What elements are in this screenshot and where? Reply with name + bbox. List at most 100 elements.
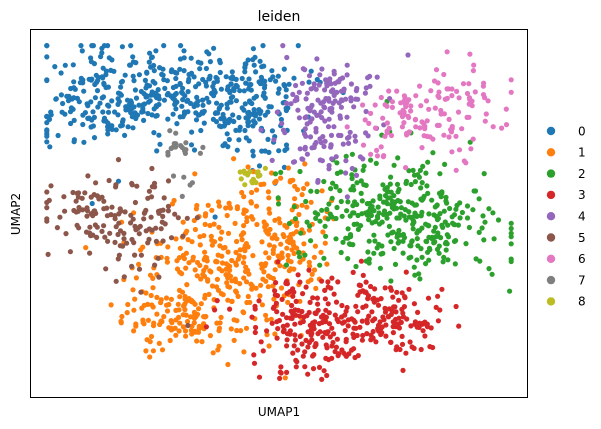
cell-point [325,301,331,307]
cell-point [350,203,356,209]
cell-point [187,182,193,188]
cell-point [291,266,297,272]
cell-point [170,84,176,91]
cell-point [200,102,206,108]
cell-point [265,136,271,142]
cell-point [120,243,126,249]
cell-point [226,200,232,206]
cell-point [188,142,195,148]
cell-point [231,156,237,162]
cell-point [202,221,208,227]
cell-point [243,241,249,247]
cell-point [77,80,83,86]
cell-point [395,240,401,246]
cell-point [284,322,290,328]
cell-point [319,319,325,326]
cell-point [240,260,247,266]
cell-point [188,327,194,333]
cell-point [129,182,135,188]
cell-point [495,217,502,223]
cell-point [338,132,344,139]
cell-point [343,153,349,159]
cell-point [352,354,358,361]
cell-point [257,81,264,87]
cell-point [464,90,471,97]
cell-point [258,339,264,345]
cell-point [330,100,336,106]
cell-point [330,180,336,186]
cell-point [243,264,249,270]
cell-point [303,284,309,290]
cell-point [244,299,250,306]
cell-point [100,94,107,100]
cell-point [443,96,449,102]
cell-point [387,285,393,291]
cell-point [345,140,352,146]
cell-point [476,196,482,202]
cell-point [464,215,471,221]
cell-point [253,324,259,331]
cell-point [180,233,186,239]
legend-label-0: 0 [578,124,586,138]
cell-point [245,172,251,178]
cell-point [241,223,247,229]
cell-point [384,215,390,221]
cell-point [302,349,308,355]
cell-point [435,230,441,236]
cell-point [184,228,190,234]
cell-point [508,258,514,265]
cell-point [259,148,265,154]
points-layer [44,43,514,382]
cell-point [325,124,332,130]
cell-point [227,205,233,211]
cell-point [228,95,234,101]
cell-point [89,43,95,49]
cell-point [165,203,171,209]
cell-point [440,259,446,265]
cell-point [453,133,459,139]
cell-point [273,78,279,84]
cell-point [380,250,386,256]
cell-point [242,182,248,188]
cell-point [422,126,428,132]
cell-point [284,146,290,152]
cell-point [250,46,256,52]
legend-label-1: 1 [578,146,586,160]
cell-point [128,212,134,218]
cell-point [189,297,195,304]
cell-point [284,245,290,251]
cell-point [322,138,328,144]
cell-point [112,109,118,115]
cell-point [395,155,401,161]
cell-point [275,201,282,207]
cell-point [245,119,251,125]
cell-point [435,93,441,99]
cell-point [322,87,328,93]
cell-point [174,258,180,264]
cell-point [167,128,173,134]
cell-point [266,242,273,248]
cell-point [85,115,91,121]
cell-point [403,165,409,171]
legend: 0 1 2 3 4 5 6 7 8 [546,124,586,309]
cell-point [99,50,105,56]
cell-point [234,327,240,334]
cell-point [141,117,147,123]
cell-point [414,257,420,263]
cell-point [73,198,79,204]
cell-point [242,69,248,75]
cell-point [309,337,315,343]
cell-point [310,295,316,301]
cell-point [58,70,64,76]
cell-point [62,62,68,68]
cell-point [418,185,424,191]
cell-point [251,118,257,124]
cell-point [153,238,159,244]
cell-point [173,332,179,338]
cell-point [398,100,404,106]
cell-point [237,281,243,287]
cell-point [389,99,395,105]
cell-point [400,238,406,244]
cell-point [297,168,303,175]
cell-point [223,74,229,80]
